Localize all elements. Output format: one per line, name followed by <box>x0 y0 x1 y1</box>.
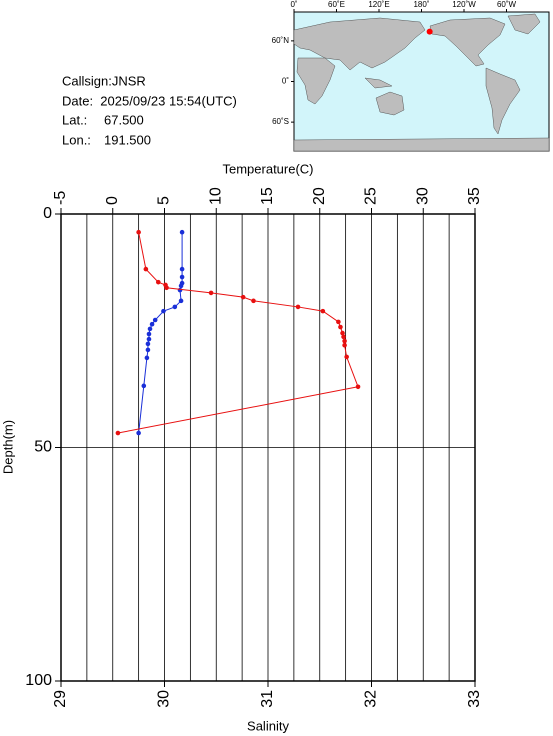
map-lat-label: 0˚ <box>282 77 289 86</box>
data-point <box>136 229 141 235</box>
map-lon-label: 0˚ <box>290 0 297 9</box>
data-point <box>146 336 152 342</box>
map-land <box>429 17 506 67</box>
map-lon-label: 120˚W <box>452 0 476 9</box>
map-land <box>293 17 426 71</box>
map-land <box>485 67 521 135</box>
y-tick-label: 50 <box>34 439 52 456</box>
data-point <box>152 317 158 323</box>
y-axis-title: Depth(m) <box>0 420 15 474</box>
data-point <box>336 319 341 325</box>
x2-tick-label: -5 <box>52 191 69 205</box>
profile-line <box>138 232 183 434</box>
station-marker <box>426 28 433 35</box>
map-lon-label: 60˚W <box>497 0 517 9</box>
map-land <box>293 137 550 152</box>
data-point <box>320 308 326 314</box>
data-point <box>179 266 185 272</box>
data-point <box>251 298 256 304</box>
data-point <box>342 342 347 348</box>
x2-tick-label: 0 <box>104 196 121 205</box>
profile-line <box>117 232 359 434</box>
data-point <box>179 274 185 280</box>
data-point <box>178 298 184 304</box>
map-inset <box>293 11 550 152</box>
data-point <box>161 308 166 314</box>
map-land <box>364 77 393 89</box>
y-tick-label: 100 <box>25 672 52 689</box>
data-point <box>155 279 161 285</box>
data-point <box>340 330 345 336</box>
x2-tick-label: 15 <box>259 187 276 205</box>
data-point <box>115 430 121 436</box>
data-point <box>146 331 152 337</box>
x-axis-title: Salinity <box>247 718 289 733</box>
x2-tick-label: 25 <box>363 187 380 205</box>
map-lat-label: 60˚S <box>272 117 289 126</box>
x2-tick-label: 10 <box>207 187 224 205</box>
date: Date: 2025/09/23 15:54(UTC) <box>62 93 237 108</box>
data-point <box>145 347 151 353</box>
map-lat-label: 60˚N <box>272 36 290 45</box>
data-point <box>143 266 149 272</box>
data-point <box>136 430 141 436</box>
callsign: Callsign:JNSR <box>62 73 146 88</box>
data-point <box>355 384 361 390</box>
data-point <box>164 285 169 291</box>
lon-label: Lon.: <box>62 132 91 147</box>
x2-tick-label: 5 <box>156 196 173 205</box>
x-tick-label: 32 <box>363 690 380 708</box>
data-point <box>145 341 151 347</box>
data-point <box>147 326 153 332</box>
map-lon-label: 120˚E <box>368 0 389 9</box>
lon-value: 191.500 <box>104 132 151 147</box>
map-land <box>507 13 541 35</box>
x-tick-label: 29 <box>52 690 69 708</box>
x-tick-label: 31 <box>259 690 276 708</box>
x-tick-label: 30 <box>156 690 173 708</box>
data-point <box>240 294 246 300</box>
map-lon-label: 60˚E <box>328 0 345 9</box>
data-point <box>295 304 301 310</box>
data-point <box>338 324 343 330</box>
data-point <box>341 334 346 340</box>
x2-tick-label: 30 <box>414 187 431 205</box>
data-point <box>172 304 178 310</box>
map-lon-label: 180˚ <box>413 0 429 9</box>
y-tick-label: 0 <box>43 205 52 222</box>
lat-value: 67.500 <box>104 112 144 127</box>
x2-tick-label: 20 <box>311 187 328 205</box>
lat-label: Lat.: <box>62 112 87 127</box>
plot-frame <box>60 213 476 682</box>
data-point <box>344 354 349 360</box>
map-land <box>296 57 336 105</box>
data-point <box>141 383 147 389</box>
data-point <box>179 229 185 235</box>
data-point <box>208 290 214 296</box>
data-point <box>342 338 347 344</box>
x2-axis-title: Temperature(C) <box>222 161 313 176</box>
x-tick-label: 33 <box>466 690 483 708</box>
map-land <box>375 91 405 116</box>
data-point <box>144 355 150 361</box>
x2-tick-label: 35 <box>466 187 483 205</box>
data-point <box>177 287 183 293</box>
data-point <box>149 321 155 327</box>
data-point <box>178 283 184 289</box>
